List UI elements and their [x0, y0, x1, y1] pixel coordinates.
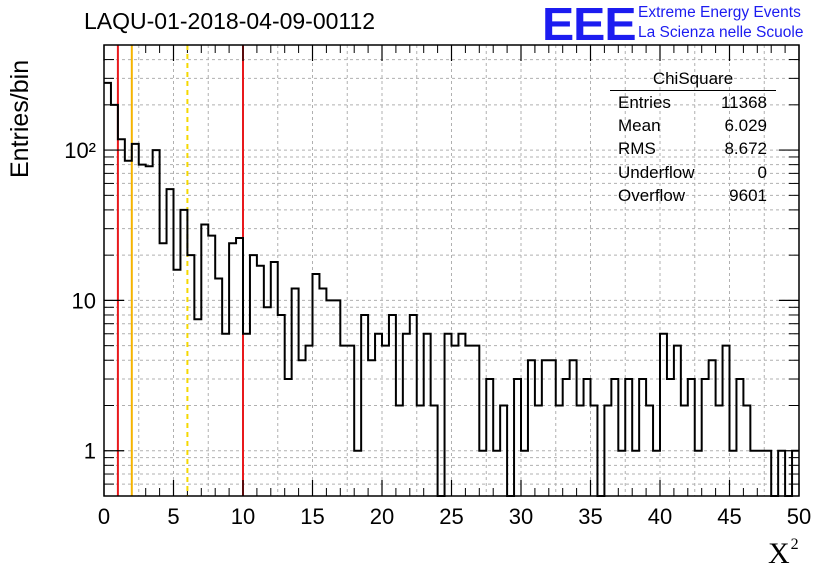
histogram-bin [167, 189, 174, 496]
histogram-bin [625, 379, 632, 496]
stats-label: Overflow [618, 185, 686, 205]
histogram-bin [472, 346, 479, 496]
histogram-bin [458, 334, 465, 496]
histogram-bin [611, 379, 618, 496]
histogram-bin [118, 139, 125, 496]
x-tick-label: 30 [509, 504, 533, 529]
x-tick-label: 0 [98, 504, 110, 529]
x-tick-label: 25 [439, 504, 463, 529]
histogram-bin [639, 379, 646, 496]
x-axis-label-superscript: 2 [790, 536, 799, 553]
y-axis-label: Entries/bin [6, 59, 34, 178]
x-axis-ticks: 0 5 10 15 20 25 30 35 40 45 50 [98, 45, 811, 529]
stats-label: Underflow [618, 162, 695, 182]
histogram-bin [514, 379, 521, 496]
stats-row-underflow: Underflow 0 [610, 161, 776, 184]
stats-label: RMS [618, 139, 656, 159]
eee-logo: EEE [542, 0, 637, 50]
histogram-bin [146, 166, 153, 496]
histogram-bin [667, 379, 674, 496]
histogram-bin [326, 300, 333, 496]
stats-box: ChiSquare Entries 11368 Mean 6.029 RMS 8.67… [610, 68, 776, 207]
histogram-bin [570, 360, 577, 496]
histogram-bin [132, 144, 139, 496]
histogram-outline [104, 81, 799, 497]
histogram-bin [368, 360, 375, 496]
histogram-bin [688, 379, 695, 496]
histogram-bin [264, 307, 271, 496]
x-tick-label: 45 [717, 504, 741, 529]
histogram-bin [250, 255, 257, 496]
y-tick-label: 10 [72, 288, 96, 313]
histogram-bin [674, 346, 681, 496]
histogram-bin [452, 346, 459, 496]
histogram-bin [723, 346, 730, 496]
stats-value: 6.029 [724, 116, 767, 136]
stats-value: 8.672 [724, 139, 767, 159]
histogram-bin [243, 334, 250, 496]
x-tick-label: 15 [300, 504, 324, 529]
y-tick-label: 10² [64, 138, 96, 163]
stats-row-rms: RMS 8.672 [610, 137, 776, 160]
histogram-bin [222, 334, 229, 496]
histogram-bin [306, 346, 313, 496]
logo-line-2: La Scienza nelle Scuole [638, 24, 804, 41]
x-tick-label: 35 [578, 504, 602, 529]
histogram-bin [187, 255, 194, 496]
histogram-bin [486, 379, 493, 496]
x-tick-label: 10 [231, 504, 255, 529]
x-axis-label-base: X [768, 537, 790, 570]
histogram-bin [215, 278, 222, 496]
histogram-bin [382, 346, 389, 496]
histogram-bin [424, 334, 431, 496]
histogram-bin [375, 334, 382, 496]
stats-row-overflow: Overflow 9601 [610, 184, 776, 207]
histogram-bin [736, 379, 743, 496]
stats-row-mean: Mean 6.029 [610, 114, 776, 137]
histogram-bin [465, 346, 472, 496]
histogram-bin [528, 360, 535, 496]
histogram-bin [347, 346, 354, 496]
x-tick-label: 40 [648, 504, 672, 529]
histogram-bin [125, 161, 132, 496]
histogram-bin [549, 360, 556, 496]
histogram-bin [104, 83, 111, 496]
histogram-bin [542, 360, 549, 496]
x-tick-label: 50 [787, 504, 811, 529]
stats-label: Mean [618, 116, 661, 136]
chart-title: LAQU-01-2018-04-09-00112 [84, 8, 376, 34]
histogram-bin [153, 150, 160, 496]
histogram-bin [139, 165, 146, 496]
histogram-bin [563, 379, 570, 496]
histogram-bin [702, 379, 709, 496]
histogram-bin [180, 210, 187, 496]
histogram-bin [174, 270, 181, 496]
stats-value: 0 [757, 162, 767, 182]
histogram-bin [285, 379, 292, 496]
logo-line-1: Extreme Energy Events [638, 4, 801, 21]
histogram-bin [299, 360, 306, 496]
stats-value: 11368 [720, 93, 767, 112]
histogram-bin [333, 300, 340, 496]
x-tick-label: 20 [370, 504, 394, 529]
stats-row-entries: Entries 11368 [610, 91, 776, 114]
x-tick-label: 5 [167, 504, 179, 529]
x-axis-label: X2 [768, 536, 799, 571]
histogram-bin [340, 346, 347, 496]
stats-label: Entries [618, 93, 671, 112]
stats-title: ChiSquare [610, 68, 776, 91]
histogram-bin [709, 360, 716, 496]
histogram-bin [660, 334, 667, 496]
stats-value: 9601 [729, 185, 767, 205]
histogram-bin [584, 379, 591, 496]
histogram-bin [403, 334, 410, 496]
histogram-bin [208, 236, 215, 496]
grid-lines [104, 45, 799, 496]
histogram-bin [445, 334, 452, 496]
y-tick-label: 1 [84, 439, 96, 464]
y-axis-ticks: 1 10 10² [64, 138, 799, 464]
